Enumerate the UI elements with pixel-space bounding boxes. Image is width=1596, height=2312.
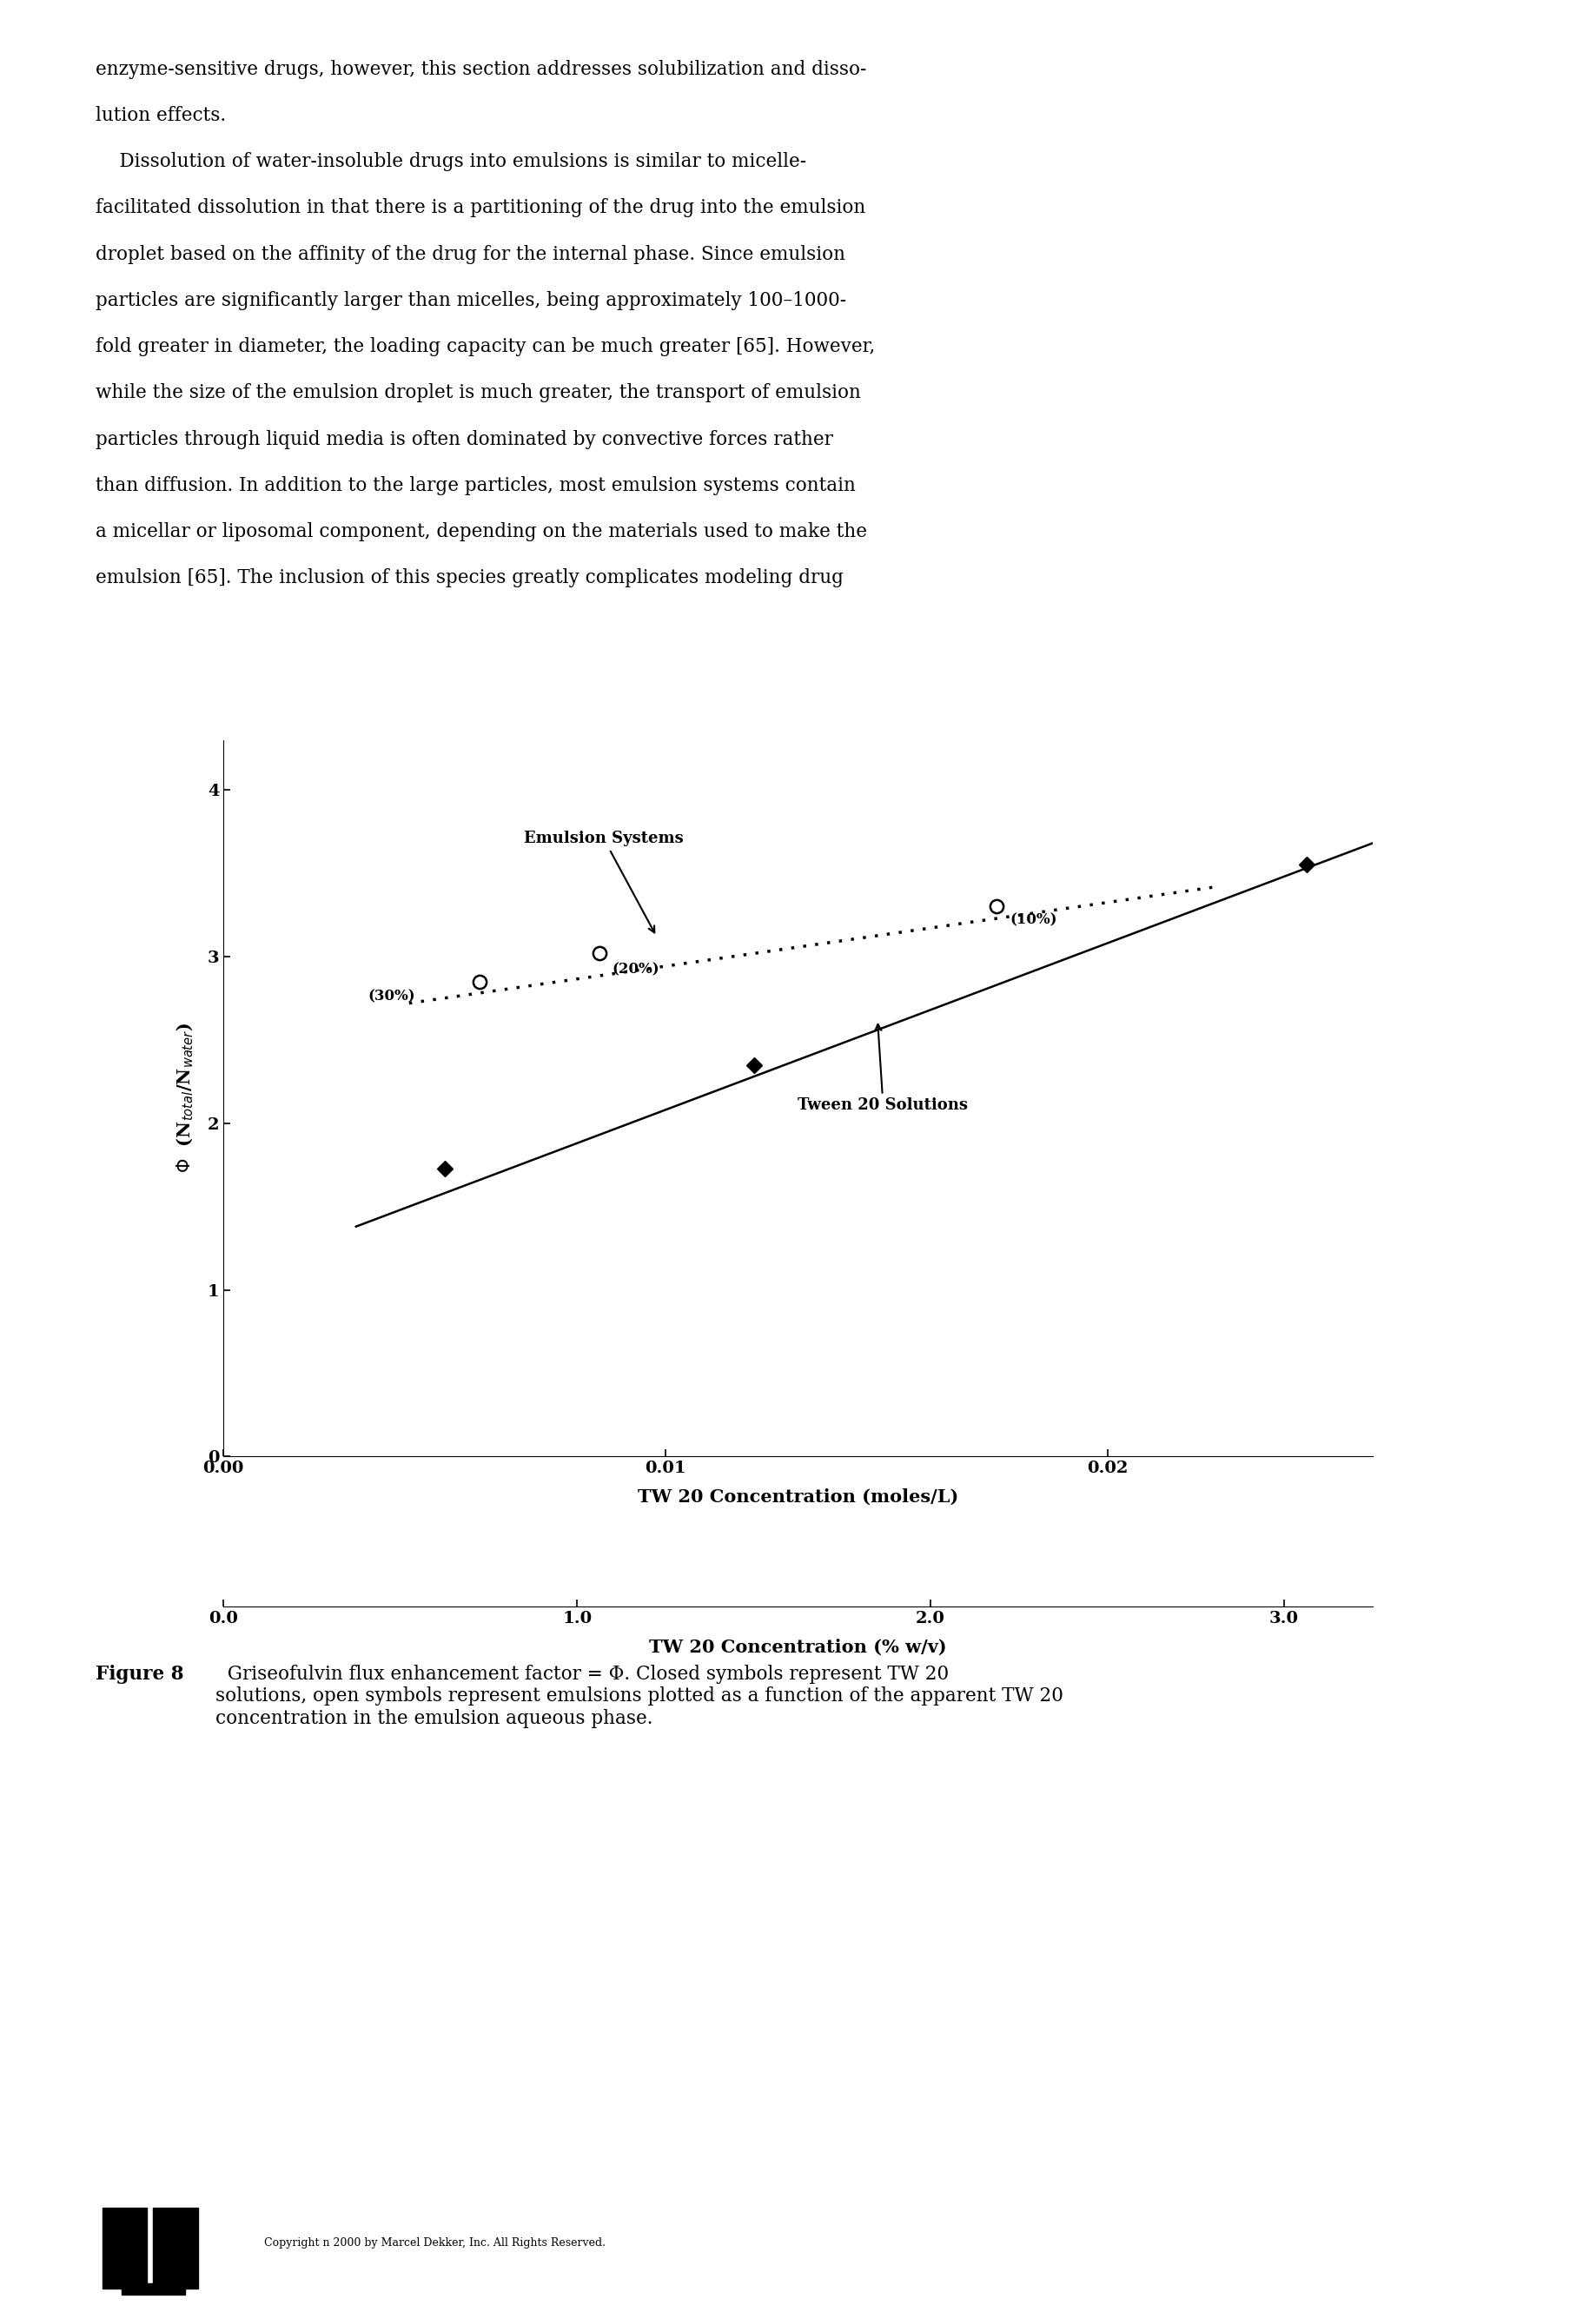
Text: (30%): (30%) bbox=[367, 990, 415, 1003]
Text: Griseofulvin flux enhancement factor = Φ. Closed symbols represent TW 20
solutio: Griseofulvin flux enhancement factor = Φ… bbox=[215, 1665, 1063, 1727]
Y-axis label: $\Phi$  (N$_{\mathit{total}}$/N$_{\mathit{water}}$): $\Phi$ (N$_{\mathit{total}}$/N$_{\mathit… bbox=[176, 1022, 195, 1174]
Text: facilitated dissolution in that there is a partitioning of the drug into the emu: facilitated dissolution in that there is… bbox=[96, 199, 865, 217]
Bar bbox=[102, 2208, 147, 2289]
Bar bbox=[153, 2208, 198, 2289]
Text: emulsion [65]. The inclusion of this species greatly complicates modeling drug: emulsion [65]. The inclusion of this spe… bbox=[96, 569, 844, 587]
Text: a micellar or liposomal component, depending on the materials used to make the: a micellar or liposomal component, depen… bbox=[96, 523, 867, 541]
Text: Emulsion Systems: Emulsion Systems bbox=[523, 830, 683, 932]
Text: (20%): (20%) bbox=[613, 962, 659, 978]
Text: enzyme-sensitive drugs, however, this section addresses solubilization and disso: enzyme-sensitive drugs, however, this se… bbox=[96, 60, 867, 79]
Text: than diffusion. In addition to the large particles, most emulsion systems contai: than diffusion. In addition to the large… bbox=[96, 476, 855, 495]
Text: fold greater in diameter, the loading capacity can be much greater [65]. However: fold greater in diameter, the loading ca… bbox=[96, 338, 875, 356]
Text: lution effects.: lution effects. bbox=[96, 106, 227, 125]
Text: Tween 20 Solutions: Tween 20 Solutions bbox=[798, 1024, 969, 1114]
Text: droplet based on the affinity of the drug for the internal phase. Since emulsion: droplet based on the affinity of the dru… bbox=[96, 245, 846, 264]
Text: particles are significantly larger than micelles, being approximately 100–1000-: particles are significantly larger than … bbox=[96, 291, 846, 310]
Text: particles through liquid media is often dominated by convective forces rather: particles through liquid media is often … bbox=[96, 430, 833, 449]
Text: while the size of the emulsion droplet is much greater, the transport of emulsio: while the size of the emulsion droplet i… bbox=[96, 384, 862, 402]
X-axis label: TW 20 Concentration (moles/L): TW 20 Concentration (moles/L) bbox=[637, 1489, 959, 1505]
Text: Copyright n 2000 by Marcel Dekker, Inc. All Rights Reserved.: Copyright n 2000 by Marcel Dekker, Inc. … bbox=[265, 2238, 606, 2247]
Text: Figure 8: Figure 8 bbox=[96, 1665, 184, 1683]
Text: (10%): (10%) bbox=[1010, 913, 1058, 927]
Bar bbox=[121, 2284, 185, 2294]
Text: Dissolution of water-insoluble drugs into emulsions is similar to micelle-: Dissolution of water-insoluble drugs int… bbox=[96, 153, 806, 171]
X-axis label: TW 20 Concentration (% w/v): TW 20 Concentration (% w/v) bbox=[650, 1639, 946, 1655]
